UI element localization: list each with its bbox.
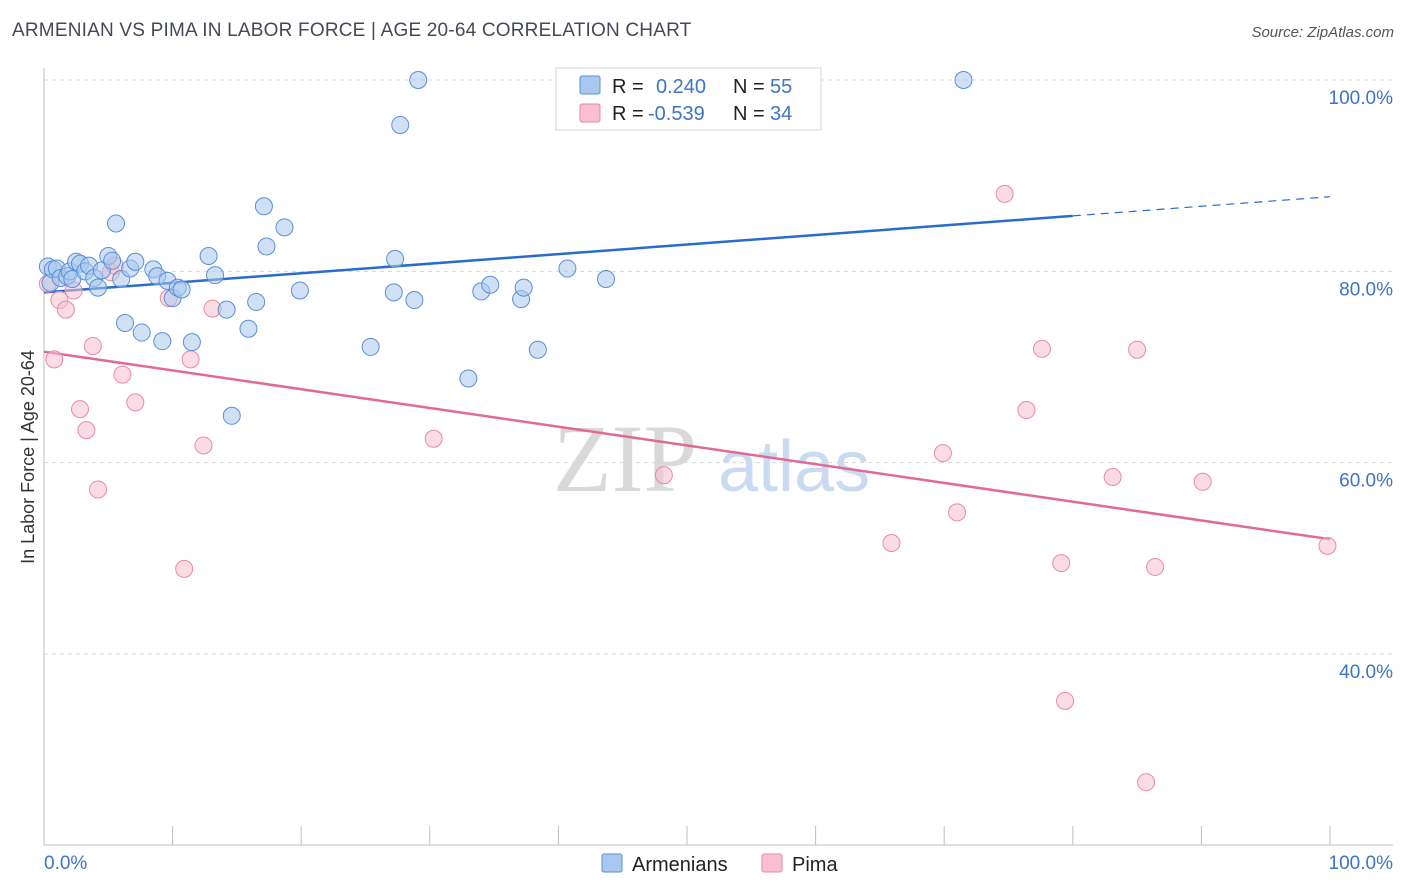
pima-point bbox=[1193, 472, 1212, 491]
armenians-point bbox=[254, 197, 273, 216]
armenians-point bbox=[384, 283, 403, 302]
armenians-point bbox=[153, 332, 172, 351]
pima-point bbox=[1318, 536, 1337, 555]
pima-point bbox=[77, 421, 96, 440]
armenians-point bbox=[361, 337, 380, 356]
y-tick-label-40: 40.0% bbox=[1339, 662, 1393, 683]
x-tick-label-min: 0.0% bbox=[44, 853, 87, 874]
chart-title: ARMENIAN VS PIMA IN LABOR FORCE | AGE 20… bbox=[12, 20, 692, 41]
armenians-point bbox=[126, 252, 145, 271]
y-tick-label-60: 60.0% bbox=[1339, 471, 1393, 492]
pima-point bbox=[113, 365, 132, 384]
pima-point bbox=[1052, 554, 1071, 573]
pima-point bbox=[56, 300, 75, 319]
armenians-point bbox=[391, 115, 410, 134]
bottom-legend: Armenians Pima bbox=[601, 853, 838, 876]
pima-point bbox=[948, 503, 967, 522]
armenians-n-label: N = bbox=[733, 76, 765, 98]
armenians-point bbox=[182, 333, 201, 352]
pima-point bbox=[175, 559, 194, 578]
armenians-point bbox=[247, 292, 266, 311]
armenians-point bbox=[596, 269, 615, 288]
pima-trend-line bbox=[43, 350, 1331, 541]
armenians-point bbox=[132, 323, 151, 342]
y-tick-labels: 40.0% 60.0% 80.0% 100.0% bbox=[1329, 88, 1394, 683]
y-tick-label-80: 80.0% bbox=[1339, 279, 1393, 300]
armenians-point bbox=[409, 71, 428, 89]
armenians-r-label: R = bbox=[612, 76, 644, 98]
armenians-point bbox=[107, 214, 126, 233]
pima-point bbox=[83, 336, 102, 355]
legend-pima-label: Pima bbox=[792, 854, 838, 876]
pima-point bbox=[654, 466, 673, 485]
x-tick-label-max: 100.0% bbox=[1329, 853, 1394, 874]
pima-n-value: 34 bbox=[770, 103, 792, 125]
armenians-point bbox=[103, 251, 122, 270]
watermark-atlas: atlas bbox=[718, 427, 870, 507]
legend-armenians-swatch bbox=[601, 853, 623, 873]
pima-point bbox=[181, 350, 200, 369]
legend-armenians-label: Armenians bbox=[632, 854, 728, 876]
pima-point bbox=[1017, 401, 1036, 420]
legend-pima-swatch bbox=[761, 853, 783, 873]
armenians-point bbox=[481, 275, 500, 294]
armenians-point bbox=[257, 237, 276, 256]
stats-legend: R = 0.240 N = 55 R = -0.539 N = 34 bbox=[555, 67, 822, 131]
armenians-n-value: 55 bbox=[770, 76, 792, 98]
armenians-point bbox=[239, 319, 258, 338]
pima-n-label: N = bbox=[733, 103, 765, 125]
armenians-r-value: 0.240 bbox=[656, 76, 706, 98]
armenians-point bbox=[275, 218, 294, 237]
pima-point bbox=[1146, 557, 1165, 576]
pima-r-value: -0.539 bbox=[648, 103, 705, 125]
armenians-point bbox=[459, 369, 478, 388]
armenians-point bbox=[514, 278, 533, 297]
source-label: Source: ZipAtlas.com bbox=[1251, 24, 1394, 41]
pima-swatch bbox=[579, 103, 601, 123]
armenians-swatch bbox=[579, 75, 601, 95]
pima-point bbox=[71, 400, 90, 419]
pima-point bbox=[89, 480, 108, 499]
watermark-zip: ZIP bbox=[553, 405, 697, 512]
armenians-point bbox=[199, 247, 218, 266]
armenians-trend-extension bbox=[1072, 196, 1331, 217]
gridlines bbox=[44, 79, 1393, 655]
y-tick-label-100: 100.0% bbox=[1329, 88, 1394, 109]
armenians-point bbox=[386, 249, 405, 268]
pima-point bbox=[1137, 773, 1156, 792]
pima-point bbox=[933, 444, 952, 463]
armenians-point bbox=[217, 300, 236, 319]
pima-point bbox=[1032, 339, 1051, 358]
armenians-point bbox=[528, 340, 547, 359]
pima-point bbox=[424, 429, 443, 448]
pima-point bbox=[45, 350, 64, 369]
armenians-point bbox=[172, 280, 191, 299]
axes bbox=[43, 68, 1393, 846]
pima-point bbox=[126, 393, 145, 412]
armenians-trend-line bbox=[43, 214, 1073, 294]
armenians-point bbox=[222, 406, 241, 425]
armenians-point bbox=[405, 291, 424, 310]
armenians-point bbox=[89, 278, 108, 297]
watermark: ZIP atlas bbox=[553, 405, 870, 512]
pima-point bbox=[194, 436, 213, 455]
x-ticks bbox=[43, 826, 1331, 845]
pima-point bbox=[1103, 468, 1122, 487]
data-points bbox=[38, 71, 1337, 792]
pima-point bbox=[995, 184, 1014, 203]
pima-point bbox=[1128, 340, 1147, 359]
armenians-point bbox=[558, 259, 577, 278]
pima-r-label: R = bbox=[612, 103, 644, 125]
pima-point bbox=[882, 534, 901, 553]
pima-point bbox=[1056, 691, 1075, 710]
armenians-point bbox=[116, 313, 135, 332]
armenians-point bbox=[206, 266, 225, 285]
armenians-point bbox=[954, 71, 973, 89]
y-axis-title: In Labor Force | Age 20-64 bbox=[18, 350, 38, 564]
armenians-point bbox=[290, 281, 309, 300]
